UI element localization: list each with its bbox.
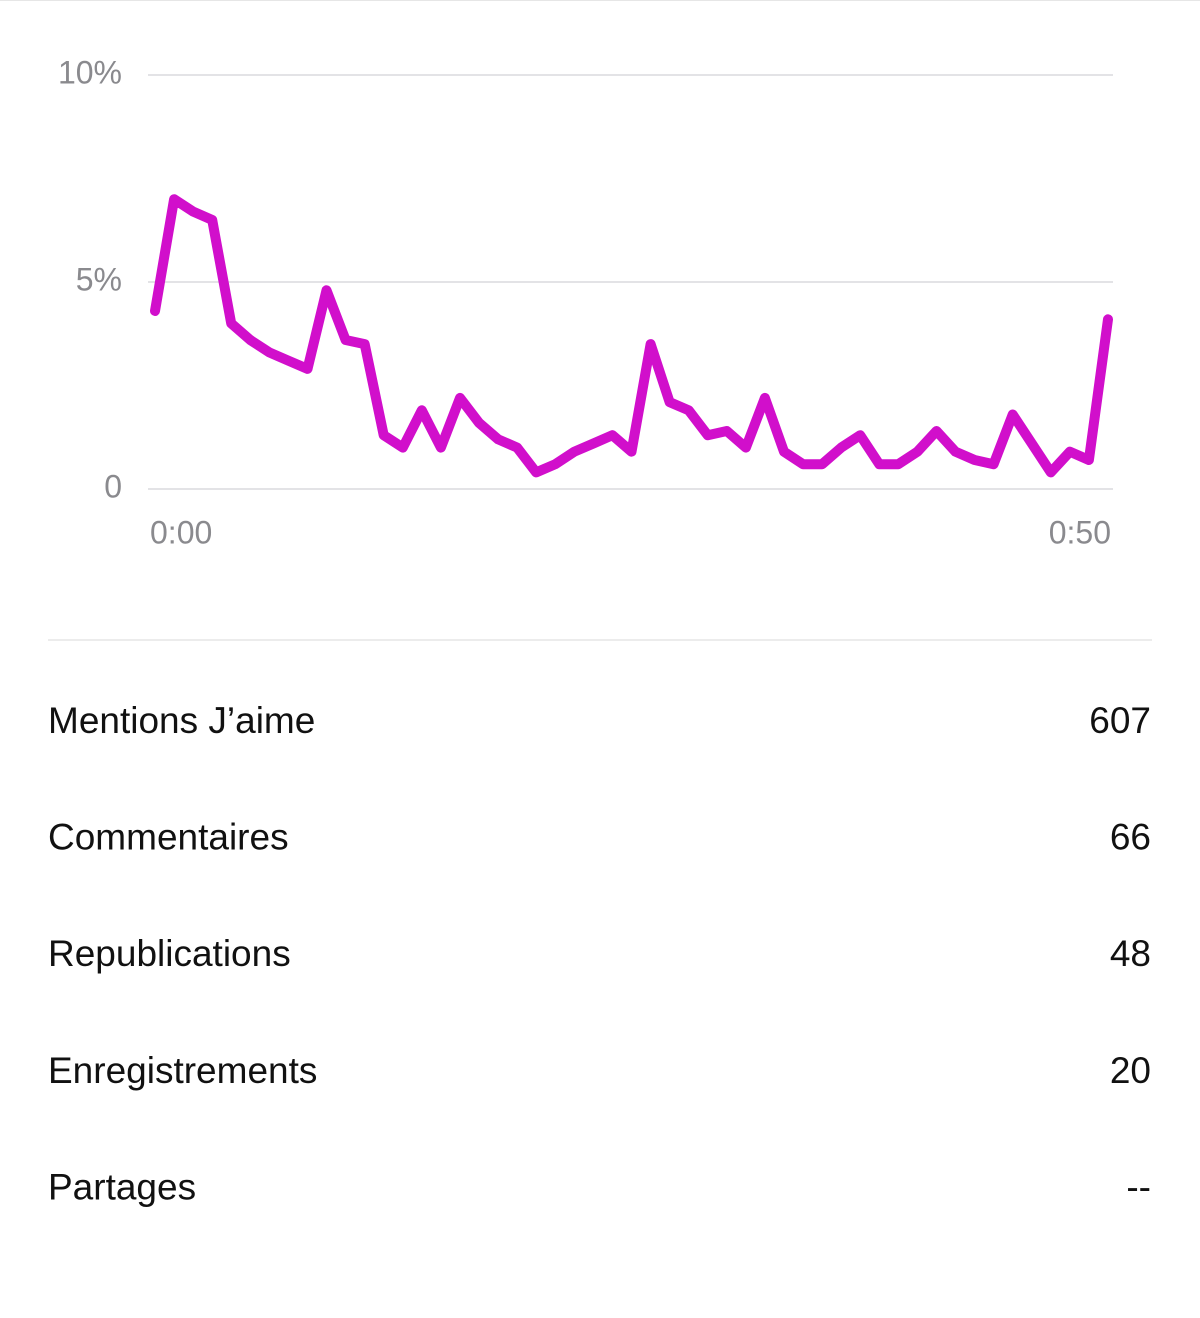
line-series [150, 194, 1113, 478]
stat-value: -- [1126, 1167, 1151, 1208]
y-tick-label: 0 [104, 468, 122, 504]
x-tick-label: 0:00 [150, 514, 212, 550]
stat-label: Commentaires [48, 816, 289, 857]
stat-value: 20 [1110, 1050, 1151, 1091]
stat-value: 66 [1110, 816, 1151, 857]
stat-value: 607 [1089, 700, 1151, 741]
y-tick-label: 10% [58, 54, 122, 90]
stat-label: Republications [48, 933, 291, 974]
x-tick-label: 0:50 [1049, 514, 1111, 550]
stat-label: Partages [48, 1167, 196, 1208]
stat-value: 48 [1110, 933, 1151, 974]
y-tick-label: 5% [76, 261, 122, 297]
stat-label: Mentions J’aime [48, 700, 315, 741]
stat-label: Enregistrements [48, 1050, 317, 1091]
